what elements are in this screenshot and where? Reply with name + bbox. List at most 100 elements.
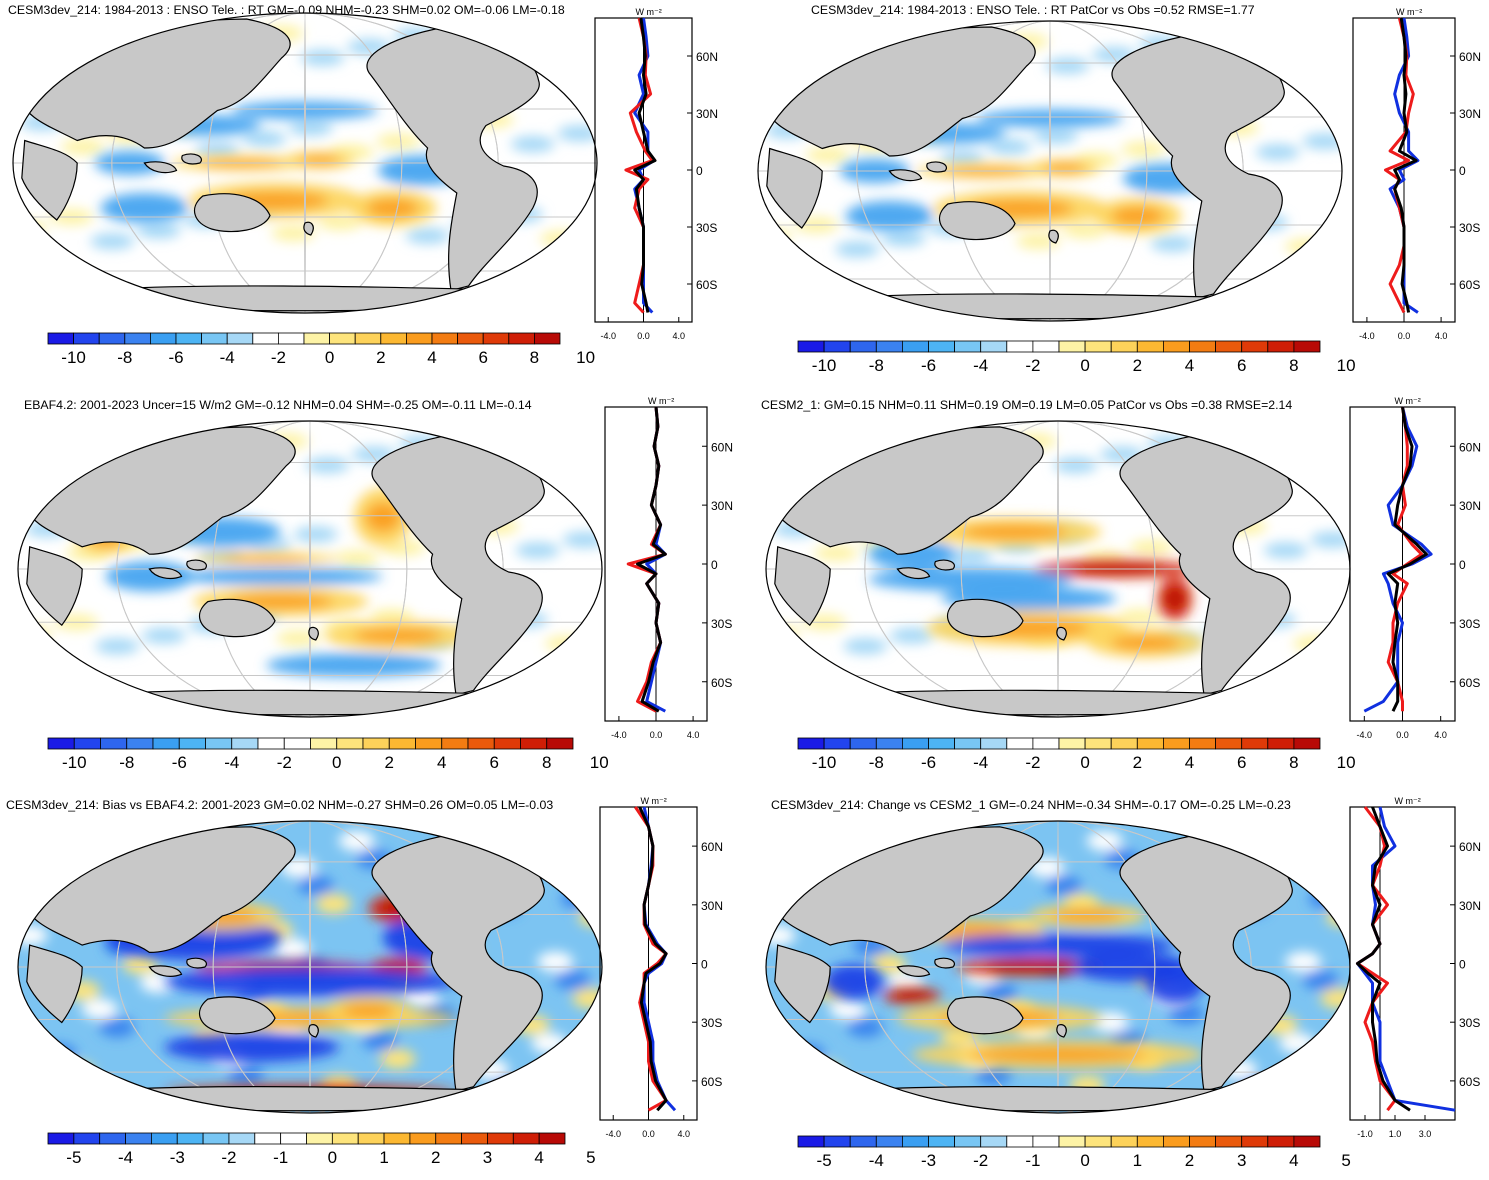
red-series-line [626, 406, 667, 713]
colorbar-label: 1 [1133, 1151, 1142, 1170]
land-mass [308, 626, 319, 641]
colorbar: -10 -8 -6 -4 -2 0 2 4 6 8 10 [47, 737, 609, 772]
colorbar-label: -10 [812, 356, 837, 375]
lat-tick-label: 30S [701, 1016, 722, 1030]
lat-tick-label: 0 [711, 558, 718, 572]
colorbar-label: 0 [1080, 753, 1089, 772]
colorbar-label: -8 [869, 356, 884, 375]
colorbar-label: -6 [921, 356, 936, 375]
colorbar-label: -6 [921, 753, 936, 772]
land-mass [193, 193, 271, 233]
x-tick-label: 1.0 [1389, 1129, 1402, 1139]
x-tick-label: 0.0 [637, 331, 650, 341]
chart-title: CESM2_1: GM=0.15 NHM=0.11 SHM=0.19 OM=0.… [761, 398, 1292, 412]
black-series-line [636, 406, 667, 713]
land-mass [766, 147, 823, 229]
colorbar-label: -2 [277, 753, 292, 772]
unit-label: W m⁻² [636, 7, 662, 17]
x-tick-label: 4.0 [1434, 730, 1447, 740]
land-mass [1048, 229, 1059, 244]
colorbar-label: -10 [61, 348, 86, 367]
x-tick-label: 4.0 [1435, 331, 1448, 341]
chart-svg: CESM3dev_214: Bias vs EBAF4.2: 2001-2023… [6, 796, 723, 1167]
colorbar-label: -2 [973, 1151, 988, 1170]
colorbar-label: 8 [1289, 356, 1298, 375]
lat-tick-label: 60S [1459, 1075, 1480, 1089]
colorbar-label: 2 [431, 1148, 440, 1167]
lat-tick-label: 60N [711, 440, 733, 454]
lat-tick-label: 0 [1459, 958, 1466, 972]
lat-tick-label: 30N [1459, 107, 1481, 121]
colorbar-label: -2 [1025, 753, 1040, 772]
chart-svg: EBAF4.2: 2001-2023 Uncer=15 W/m2 GM=-0.1… [17, 396, 733, 772]
land-mass [371, 432, 545, 696]
colorbar-label: 2 [1133, 753, 1142, 772]
chart-title: EBAF4.2: 2001-2023 Uncer=15 W/m2 GM=-0.1… [24, 398, 532, 412]
lat-tick-label: 30N [701, 899, 723, 913]
unit-label: W m⁻² [1395, 796, 1421, 806]
colorbar-label: 4 [1185, 753, 1194, 772]
colorbar-label: -4 [973, 356, 988, 375]
colorbar-label: -10 [812, 753, 837, 772]
colorbar: -5 -4 -3 -2 -1 0 1 2 3 4 5 [797, 1135, 1351, 1170]
unit-label: W m⁻² [1396, 7, 1422, 17]
red-series-line [1384, 17, 1415, 314]
x-tick-label: -4.0 [611, 730, 627, 740]
land-mass [90, 689, 530, 716]
colorbar-label: 10 [590, 753, 609, 772]
x-tick-label: 4.0 [678, 1129, 691, 1139]
colorbar-label: 0 [332, 753, 341, 772]
colorbar-label: -6 [172, 753, 187, 772]
map-field [758, 21, 1342, 321]
colorbar-label: -4 [118, 1148, 133, 1167]
zonal-mean-plot: W m⁻² 60N 30N 0 30S 60S -4.0 0.0 4.0 [599, 796, 723, 1139]
colorbar-label: 1 [379, 1148, 388, 1167]
colorbar-label: 6 [1237, 356, 1246, 375]
unit-label: W m⁻² [1395, 396, 1421, 406]
zonal-mean-plot: W m⁻² 60N 30N 0 30S 60S -4.0 0.0 4.0 [594, 7, 718, 341]
colorbar-label: 0 [1080, 356, 1089, 375]
land-mass [1119, 832, 1293, 1092]
lat-tick-label: 30S [1459, 1016, 1480, 1030]
land-mass [198, 598, 276, 638]
land-mass [838, 1086, 1278, 1112]
colorbar-label: 8 [530, 348, 539, 367]
x-tick-label: -4.0 [600, 331, 616, 341]
lat-tick-label: 30N [1459, 499, 1481, 513]
lat-tick-label: 0 [1459, 558, 1466, 572]
land-mass [888, 169, 923, 182]
chart-title: CESM3dev_214: Bias vs EBAF4.2: 2001-2023… [6, 798, 553, 812]
black-series-line [1393, 17, 1418, 313]
land-mass [303, 221, 314, 236]
colorbar-label: -4 [869, 1151, 884, 1170]
land-mass [148, 965, 183, 977]
colorbar-label: -2 [221, 1148, 236, 1167]
lat-tick-label: 0 [701, 958, 708, 972]
colorbar-label: 2 [376, 348, 385, 367]
land-mass [774, 545, 831, 627]
land-mass [946, 996, 1024, 1035]
colorbar-label: 6 [490, 753, 499, 772]
lat-tick-label: 60S [696, 278, 717, 292]
land-mass [90, 1086, 530, 1112]
colorbar-label: 4 [437, 753, 446, 772]
colorbar-label: -8 [117, 348, 132, 367]
land-mass [896, 567, 931, 579]
colorbar-label: 0 [328, 1148, 337, 1167]
land-mass [186, 957, 207, 969]
chart-svg: CESM3dev_214: 1984-2013 : ENSO Tele. : R… [8, 3, 718, 367]
land-mass [198, 996, 276, 1035]
chart-panel: CESM2_1: GM=0.15 NHM=0.11 SHM=0.19 OM=0.… [745, 395, 1489, 775]
zonal-mean-plot: W m⁻² 60N 30N 0 30S 60S -4.0 0.0 4.0 [1352, 7, 1481, 341]
unit-label: W m⁻² [648, 396, 674, 406]
colorbar-label: 3 [483, 1148, 492, 1167]
colorbar-label: 10 [1337, 753, 1356, 772]
land-mass [934, 957, 955, 969]
lat-tick-label: 60S [1459, 676, 1480, 690]
colorbar: -10 -8 -6 -4 -2 0 2 4 6 8 10 [797, 340, 1356, 375]
black-series-line [1386, 406, 1428, 712]
zonal-mean-plot: W m⁻² 60N 30N 0 30S 60S -4.0 0.0 4.0 [604, 396, 733, 740]
colorbar-label: -3 [170, 1148, 185, 1167]
chart-title: CESM3dev_214: 1984-2013 : ENSO Tele. : R… [811, 3, 1255, 17]
chart-svg: CESM3dev_214: Change vs CESM2_1 GM=-0.24… [765, 796, 1481, 1170]
